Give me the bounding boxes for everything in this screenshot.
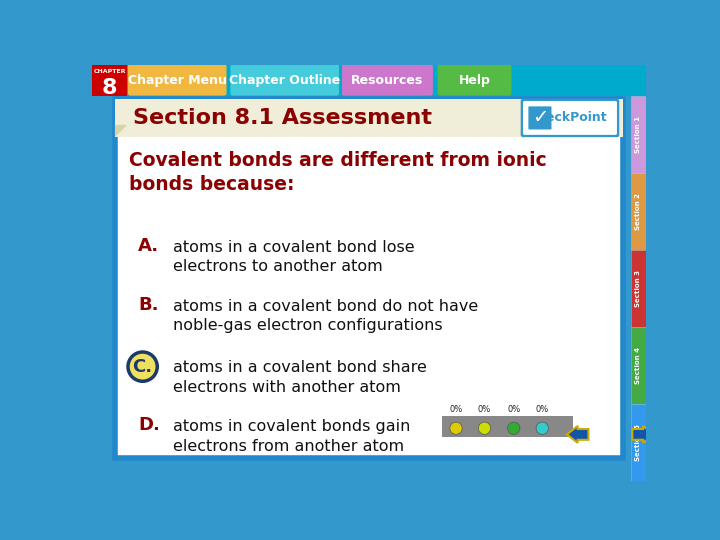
Text: CHAPTER: CHAPTER: [94, 69, 126, 74]
Text: Help: Help: [459, 73, 490, 87]
FancyBboxPatch shape: [631, 404, 647, 481]
Circle shape: [508, 422, 520, 434]
Text: 0%: 0%: [478, 406, 491, 414]
FancyBboxPatch shape: [92, 65, 647, 481]
Polygon shape: [115, 125, 127, 137]
Text: C.: C.: [132, 357, 153, 376]
FancyBboxPatch shape: [438, 64, 511, 96]
FancyBboxPatch shape: [342, 64, 433, 96]
Circle shape: [478, 422, 490, 434]
Text: Section 4: Section 4: [636, 347, 642, 383]
Text: atoms in a covalent bond share
electrons with another atom: atoms in a covalent bond share electrons…: [174, 361, 427, 395]
Text: Covalent bonds are different from ionic
bonds because:: Covalent bonds are different from ionic …: [129, 151, 546, 194]
FancyBboxPatch shape: [631, 173, 647, 249]
FancyBboxPatch shape: [631, 327, 647, 403]
FancyArrow shape: [632, 426, 654, 443]
Text: Resources: Resources: [351, 73, 423, 87]
FancyBboxPatch shape: [115, 99, 623, 137]
Text: atoms in a covalent bond do not have
noble-gas electron configurations: atoms in a covalent bond do not have nob…: [174, 299, 479, 333]
FancyBboxPatch shape: [528, 106, 552, 130]
FancyBboxPatch shape: [442, 416, 573, 437]
Text: 8: 8: [102, 78, 117, 98]
Text: 0%: 0%: [536, 406, 549, 414]
FancyBboxPatch shape: [631, 251, 647, 327]
Text: A.: A.: [138, 237, 159, 255]
FancyBboxPatch shape: [128, 64, 227, 96]
Text: atoms in a covalent bond lose
electrons to another atom: atoms in a covalent bond lose electrons …: [174, 240, 415, 274]
FancyBboxPatch shape: [92, 65, 647, 96]
Text: D.: D.: [138, 416, 160, 434]
Text: atoms in covalent bonds gain
electrons from another atom: atoms in covalent bonds gain electrons f…: [174, 419, 411, 454]
FancyArrow shape: [567, 426, 588, 443]
Text: CheckPoint: CheckPoint: [528, 111, 607, 124]
Text: B.: B.: [138, 296, 158, 314]
FancyBboxPatch shape: [523, 101, 617, 135]
Text: Section 5: Section 5: [636, 424, 642, 461]
FancyBboxPatch shape: [115, 99, 623, 457]
FancyBboxPatch shape: [230, 64, 339, 96]
Text: Chapter Outline: Chapter Outline: [229, 73, 341, 87]
Circle shape: [128, 352, 157, 381]
FancyBboxPatch shape: [92, 65, 127, 96]
Text: ✓: ✓: [532, 109, 548, 127]
FancyBboxPatch shape: [521, 99, 619, 137]
Circle shape: [536, 422, 549, 434]
Text: Section 8.1 Assessment: Section 8.1 Assessment: [133, 108, 433, 128]
Text: Section 1: Section 1: [636, 116, 642, 153]
Circle shape: [450, 422, 462, 434]
Text: Chapter Menu: Chapter Menu: [128, 73, 227, 87]
FancyBboxPatch shape: [631, 96, 647, 173]
Text: 0%: 0%: [507, 406, 521, 414]
Text: Section 3: Section 3: [636, 269, 642, 307]
Text: Section 2: Section 2: [636, 193, 642, 230]
Text: 0%: 0%: [449, 406, 463, 414]
